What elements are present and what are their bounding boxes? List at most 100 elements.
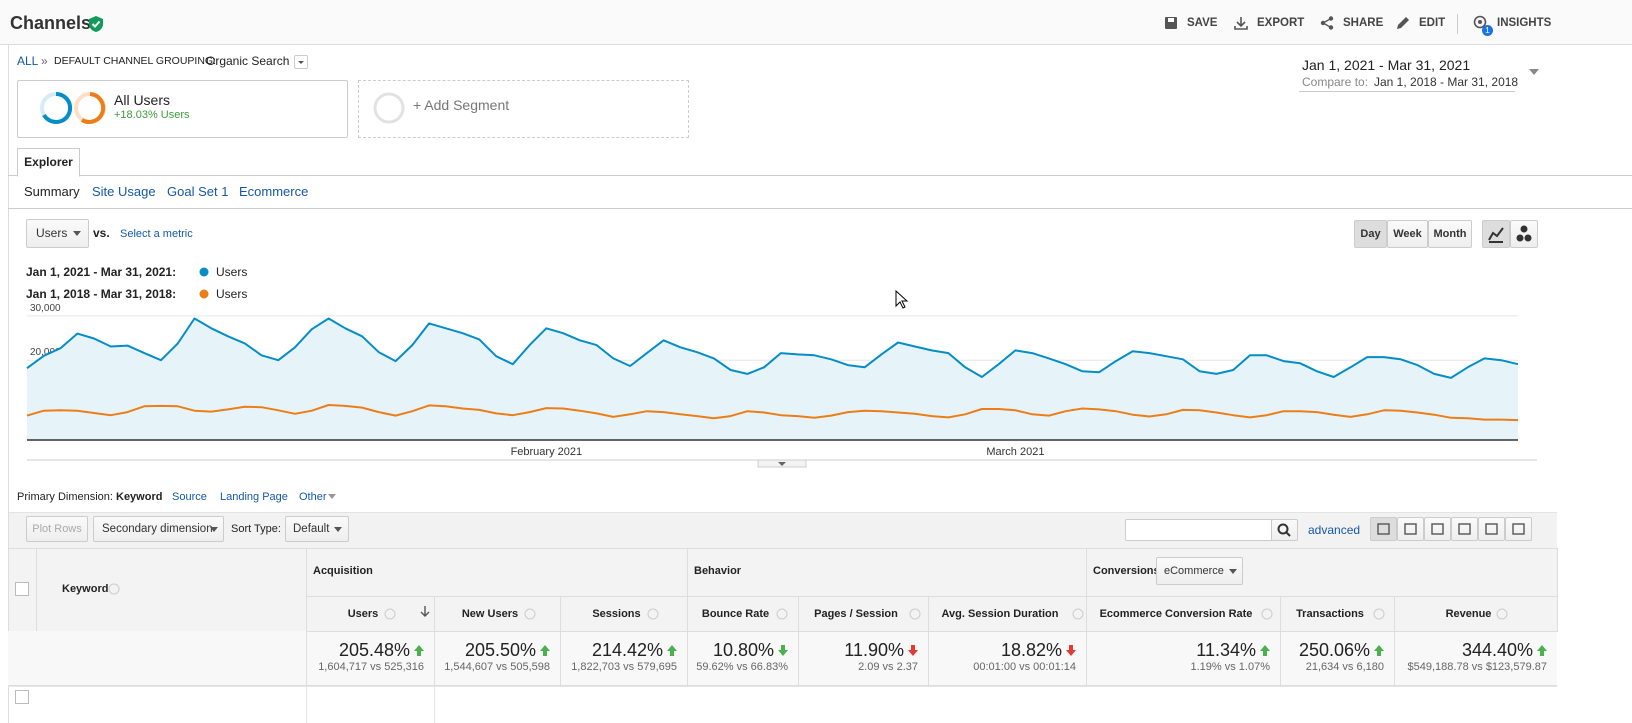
- search-button[interactable]: [1271, 519, 1298, 541]
- dimension-option[interactable]: Landing Page: [220, 491, 288, 503]
- separator: [1457, 14, 1458, 34]
- legend-swatch: [199, 289, 209, 299]
- help-icon: [1261, 608, 1273, 620]
- sort-select[interactable]: Default: [285, 516, 349, 542]
- sort-arrow: [420, 606, 430, 617]
- segment-icons: [40, 91, 106, 124]
- checkbox[interactable]: [15, 582, 29, 596]
- view-button[interactable]: [1424, 517, 1451, 541]
- column-name: Ecommerce Conversion Rate: [1099, 608, 1253, 620]
- dimension-option[interactable]: Other: [299, 491, 327, 503]
- row-line: [8, 686, 1557, 687]
- mouse-cursor: [895, 290, 909, 309]
- conversion-type: eCommerce: [1164, 565, 1224, 577]
- sort-value: Default: [293, 523, 330, 535]
- dimension-option[interactable]: Source: [172, 491, 207, 503]
- group-header: [687, 548, 1087, 597]
- header-action[interactable]: SAVE: [1187, 17, 1218, 29]
- view-button[interactable]: [1478, 517, 1505, 541]
- x-tick-label: February 2021: [511, 446, 583, 458]
- date-caret[interactable]: [1528, 68, 1540, 76]
- legend-period: Jan 1, 2018 - Mar 31, 2018:: [26, 287, 176, 301]
- total-change: 10.80%: [712, 640, 774, 660]
- subtab-line: [8, 208, 1632, 209]
- help-icon: [1072, 608, 1084, 620]
- help-icon: [384, 608, 396, 620]
- header-bar: [0, 0, 1632, 45]
- series-line: [26, 404, 1519, 422]
- segment-box[interactable]: [17, 80, 348, 138]
- date-underline: [1299, 91, 1515, 92]
- column-name: Sessions: [592, 608, 641, 620]
- legend-name: Users: [216, 265, 247, 279]
- total-change: 205.48%: [338, 640, 410, 660]
- verified-icon: [89, 16, 103, 32]
- search-input[interactable]: [1125, 519, 1273, 541]
- trend-arrow: [414, 645, 424, 656]
- trend-arrow: [778, 645, 788, 656]
- column-header[interactable]: [1394, 596, 1558, 632]
- motion-chart-button[interactable]: [1510, 220, 1538, 248]
- view-button[interactable]: [1505, 517, 1532, 541]
- granularity-button[interactable]: Day: [1354, 220, 1387, 248]
- granularity-button[interactable]: Week: [1387, 220, 1428, 248]
- column-header[interactable]: [434, 596, 561, 632]
- advanced-link[interactable]: advanced: [1308, 523, 1361, 537]
- column-header[interactable]: [1280, 596, 1395, 632]
- column-header[interactable]: [798, 596, 929, 632]
- secondary-dimension[interactable]: Secondary dimension: [93, 516, 224, 542]
- view-button[interactable]: [1397, 517, 1424, 541]
- trend-arrow: [667, 645, 677, 656]
- total-change: 18.82%: [1000, 640, 1062, 660]
- caret: [1229, 569, 1237, 574]
- series-line: [26, 317, 1519, 379]
- header-action[interactable]: SHARE: [1343, 17, 1384, 29]
- help-icon: [108, 583, 120, 595]
- explorer-tab[interactable]: Explorer: [17, 148, 80, 177]
- column-header[interactable]: [928, 596, 1087, 632]
- y-tick-label: 30,000: [30, 303, 61, 314]
- cell-border: [306, 631, 307, 686]
- collapse-caret: [778, 462, 786, 466]
- action-icon: [1165, 17, 1177, 29]
- granularity-button[interactable]: Month: [1428, 220, 1472, 248]
- header-action[interactable]: EDIT: [1419, 17, 1446, 29]
- add-segment-box[interactable]: [358, 80, 689, 138]
- vs-label: vs.: [93, 226, 110, 240]
- grouping-dropdown[interactable]: [294, 55, 308, 69]
- total-comparison: 1,544,607 vs 505,598: [444, 661, 550, 673]
- help-icon: [647, 608, 659, 620]
- dimension-option: Keyword: [116, 491, 163, 503]
- help-icon: [1496, 608, 1508, 620]
- subtab[interactable]: Summary: [24, 184, 80, 199]
- subtab[interactable]: Goal Set 1: [167, 184, 229, 199]
- view-button[interactable]: [1370, 517, 1397, 541]
- total-change: 214.42%: [591, 640, 663, 660]
- column-name: Users: [347, 608, 379, 620]
- date-range[interactable]: Jan 1, 2021 - Mar 31, 2021: [1302, 57, 1471, 73]
- conversion-select[interactable]: eCommerce: [1156, 557, 1243, 585]
- plot-rows-button[interactable]: Plot Rows: [26, 516, 88, 542]
- line-chart-button[interactable]: [1482, 220, 1510, 248]
- header-action[interactable]: EXPORT: [1257, 17, 1305, 29]
- header-action[interactable]: INSIGHTS: [1497, 17, 1552, 29]
- left-border: [8, 45, 9, 723]
- select-metric[interactable]: Select a metric: [120, 228, 193, 240]
- view-button[interactable]: [1451, 517, 1478, 541]
- compare-range: Jan 1, 2018 - Mar 31, 2018: [1374, 75, 1519, 89]
- subtab[interactable]: Site Usage: [92, 184, 156, 199]
- action-icon: [1397, 17, 1409, 29]
- help-icon: [524, 608, 536, 620]
- column-name: New Users: [461, 608, 519, 620]
- subtab[interactable]: Ecommerce: [239, 184, 309, 199]
- total-change: 205.50%: [464, 640, 536, 660]
- metric-select[interactable]: Users: [26, 219, 89, 248]
- breadcrumb-root[interactable]: ALL: [17, 54, 39, 68]
- trend-arrow: [540, 645, 550, 656]
- add-segment[interactable]: + Add Segment: [413, 97, 510, 113]
- checkbox[interactable]: [15, 690, 29, 704]
- column-header[interactable]: [687, 596, 799, 632]
- column-header[interactable]: [560, 596, 688, 632]
- help-icon: [1373, 608, 1385, 620]
